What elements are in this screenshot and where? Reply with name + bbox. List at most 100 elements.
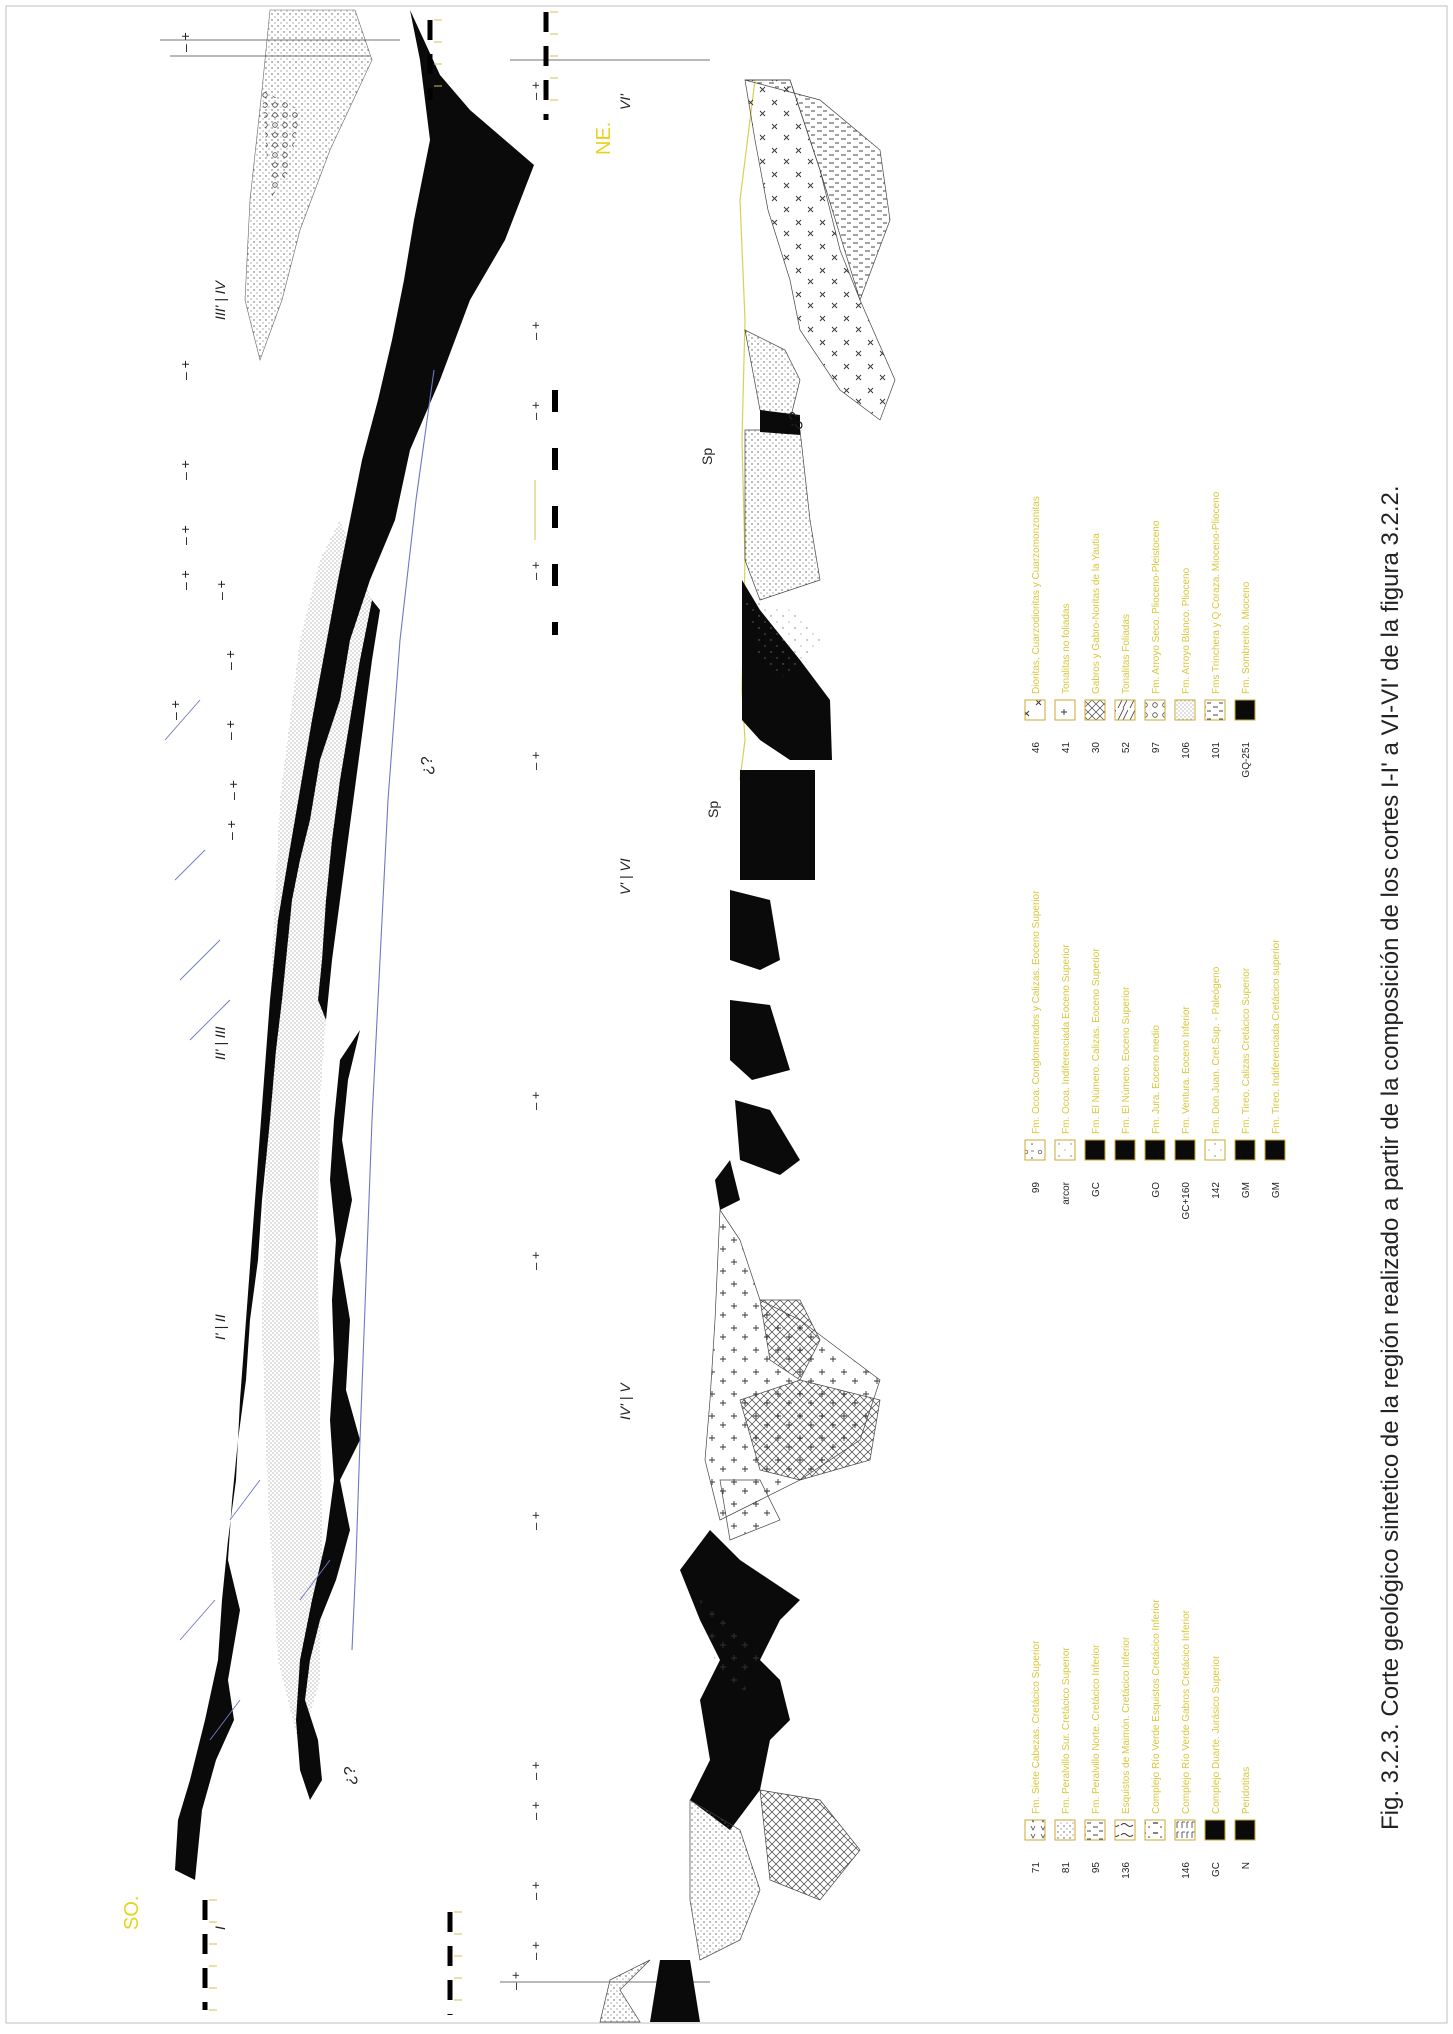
- uncertainty-mark-3: ¿?: [787, 411, 804, 430]
- legend-label: Dioritas, Cuarzodioritas y Cuarzomonzoni…: [1031, 496, 1042, 694]
- dip-symbol: – +: [177, 525, 193, 545]
- legend-swatch: [1144, 1139, 1166, 1161]
- legend-swatch: [1114, 1819, 1136, 1841]
- legend-label: Gabros y Gabro-Noritas de la Yautia: [1091, 533, 1102, 694]
- black-block-2: [740, 770, 815, 880]
- legend-code: 136: [1121, 1862, 1132, 1879]
- dip-symbol: – +: [528, 322, 543, 340]
- legend-label: Fm. Siete Cabezas. Cretácico Superior: [1031, 1640, 1042, 1814]
- legend-label: Peridotitas: [1241, 1767, 1252, 1814]
- legend-code: 101: [1211, 742, 1222, 759]
- basal-fault-line: [351, 369, 435, 1651]
- legend-code: GM: [1271, 1182, 1282, 1198]
- legend-swatch: [1054, 699, 1076, 721]
- dip-symbol: – +: [528, 1802, 543, 1820]
- legend-swatch: [1174, 699, 1196, 721]
- legend-swatch: [1204, 699, 1226, 721]
- legend-swatch: [1174, 1139, 1196, 1161]
- orientation-ne: NE.: [593, 122, 615, 155]
- legend-code: 142: [1211, 1182, 1222, 1199]
- lower-basement-sheet-black: [296, 1030, 360, 1800]
- legend-swatch: [1054, 1139, 1076, 1161]
- pebbly-sediment-top: [244, 9, 373, 362]
- legend-label: Fm. Tireo. Indiferenciada Cretácico supe…: [1271, 939, 1282, 1134]
- legend-label: Fm. El Número. Eoceno Superior: [1121, 986, 1132, 1134]
- fault-tick-upper: [229, 1479, 261, 1521]
- dip-symbol: – +: [177, 360, 193, 380]
- sediment-lower-left: [689, 1799, 761, 1961]
- upper-thrust-sheet-black: [175, 10, 534, 1880]
- fault-tick-upper: [179, 1599, 216, 1641]
- legend-swatch: [1084, 699, 1106, 721]
- surface-outline-yellow: [739, 79, 756, 781]
- dotted-basin-fill: [744, 429, 821, 601]
- legend-swatch: [1144, 1819, 1166, 1841]
- dip-symbol: – +: [225, 780, 241, 800]
- legend-swatch: [1114, 699, 1136, 721]
- section-mark-label: I: [212, 1926, 228, 1930]
- fault-tick-upper: [299, 1559, 331, 1601]
- fault-tick-upper: [174, 849, 206, 881]
- dip-symbol: – +: [222, 720, 238, 740]
- section-mark-label: III' | IV: [212, 279, 228, 320]
- dip-symbol: – +: [528, 82, 543, 100]
- legend-label: Fm. Peralvillo Norte. Cretácico Inferior: [1091, 1644, 1102, 1814]
- legend-label: Fm. Sombrerito. Mioceno: [1241, 581, 1252, 694]
- legend-label: Complejo Río Verde Esquistos Cretácico I…: [1151, 1599, 1162, 1814]
- legend-swatch: [1234, 1819, 1256, 1841]
- legend-swatch: [1084, 1139, 1106, 1161]
- legend-code: 146: [1181, 1862, 1192, 1879]
- section-mark-label: II' | III: [212, 1026, 228, 1060]
- black-block-6: [715, 1160, 740, 1210]
- orientation-so: SO.: [121, 1896, 143, 1930]
- dip-symbol: – +: [213, 580, 229, 600]
- dip-symbol: – +: [528, 1512, 543, 1530]
- legend-label: Complejo Río Verde Gabros Cretácico Infe…: [1181, 1609, 1192, 1814]
- legend-swatch: [1054, 1819, 1076, 1841]
- legend-swatch: [1024, 699, 1046, 721]
- fault-tick-upper: [164, 699, 201, 741]
- legend-code: 81: [1061, 1862, 1072, 1874]
- sp-label-1: Sp: [699, 448, 715, 465]
- legend-code: 95: [1091, 1862, 1102, 1874]
- legend-code: 46: [1031, 742, 1042, 754]
- legend-code: N: [1241, 1862, 1252, 1869]
- black-block-5: [735, 1100, 800, 1175]
- legend-code: 97: [1151, 742, 1162, 754]
- legend-code: 30: [1091, 742, 1102, 754]
- fault-tick-upper: [179, 939, 221, 981]
- legend-label: Fms Trinchera y Q Coraza. Mioceno-Plioce…: [1211, 491, 1222, 694]
- figure-frame: [5, 5, 1448, 2024]
- legend-code: GC: [1211, 1862, 1222, 1877]
- dip-symbol: – +: [508, 1972, 523, 1990]
- gabbro-pod-2: [739, 1379, 881, 1481]
- dip-symbol: – +: [528, 1252, 543, 1270]
- legend-label: Fm. Ocoa. Conglomerados y Calizas. Eocen…: [1031, 890, 1042, 1134]
- legend-swatch: [1024, 1139, 1046, 1161]
- legend-label: Complejo Duarte. Jurásico Superior: [1211, 1655, 1222, 1814]
- dip-symbol: – +: [167, 700, 183, 720]
- sediment-bottom-left: [599, 1959, 651, 2023]
- legend-label: Fm. Ventura. Eoceno Inferior: [1181, 1005, 1192, 1134]
- uncertainty-mark-2: ¿?: [342, 1766, 359, 1785]
- legend-swatch: [1264, 1139, 1286, 1161]
- legend-swatch: [1204, 1819, 1226, 1841]
- dip-symbol: – +: [528, 562, 543, 580]
- dip-symbol: – +: [528, 752, 543, 770]
- figure-caption: Fig. 3.2.3. Corte geológico sintetico de…: [1377, 485, 1404, 1830]
- dip-symbol: – +: [177, 460, 193, 480]
- legend-swatch: [1234, 1139, 1256, 1161]
- dip-symbol: – +: [528, 1882, 543, 1900]
- dip-symbol: – +: [222, 650, 238, 670]
- legend-swatch: [1024, 1819, 1046, 1841]
- section-mark-label: VI': [617, 93, 633, 110]
- legend-label: Fm. Tireo. Calizas Cretácico Superior: [1241, 967, 1252, 1134]
- cross-section-group: – +– +– +– +– +– +– +– +– +– +– +– +– +–…: [160, 9, 896, 2023]
- section-mark-label: IV' | V: [617, 1382, 633, 1420]
- dip-symbol: – +: [528, 1942, 543, 1960]
- legend-label: Esquistos de Maimón. Cretácico Inferior: [1121, 1636, 1132, 1814]
- section-mark-label: I' | II: [212, 1314, 228, 1340]
- legend-swatch: [1114, 1139, 1136, 1161]
